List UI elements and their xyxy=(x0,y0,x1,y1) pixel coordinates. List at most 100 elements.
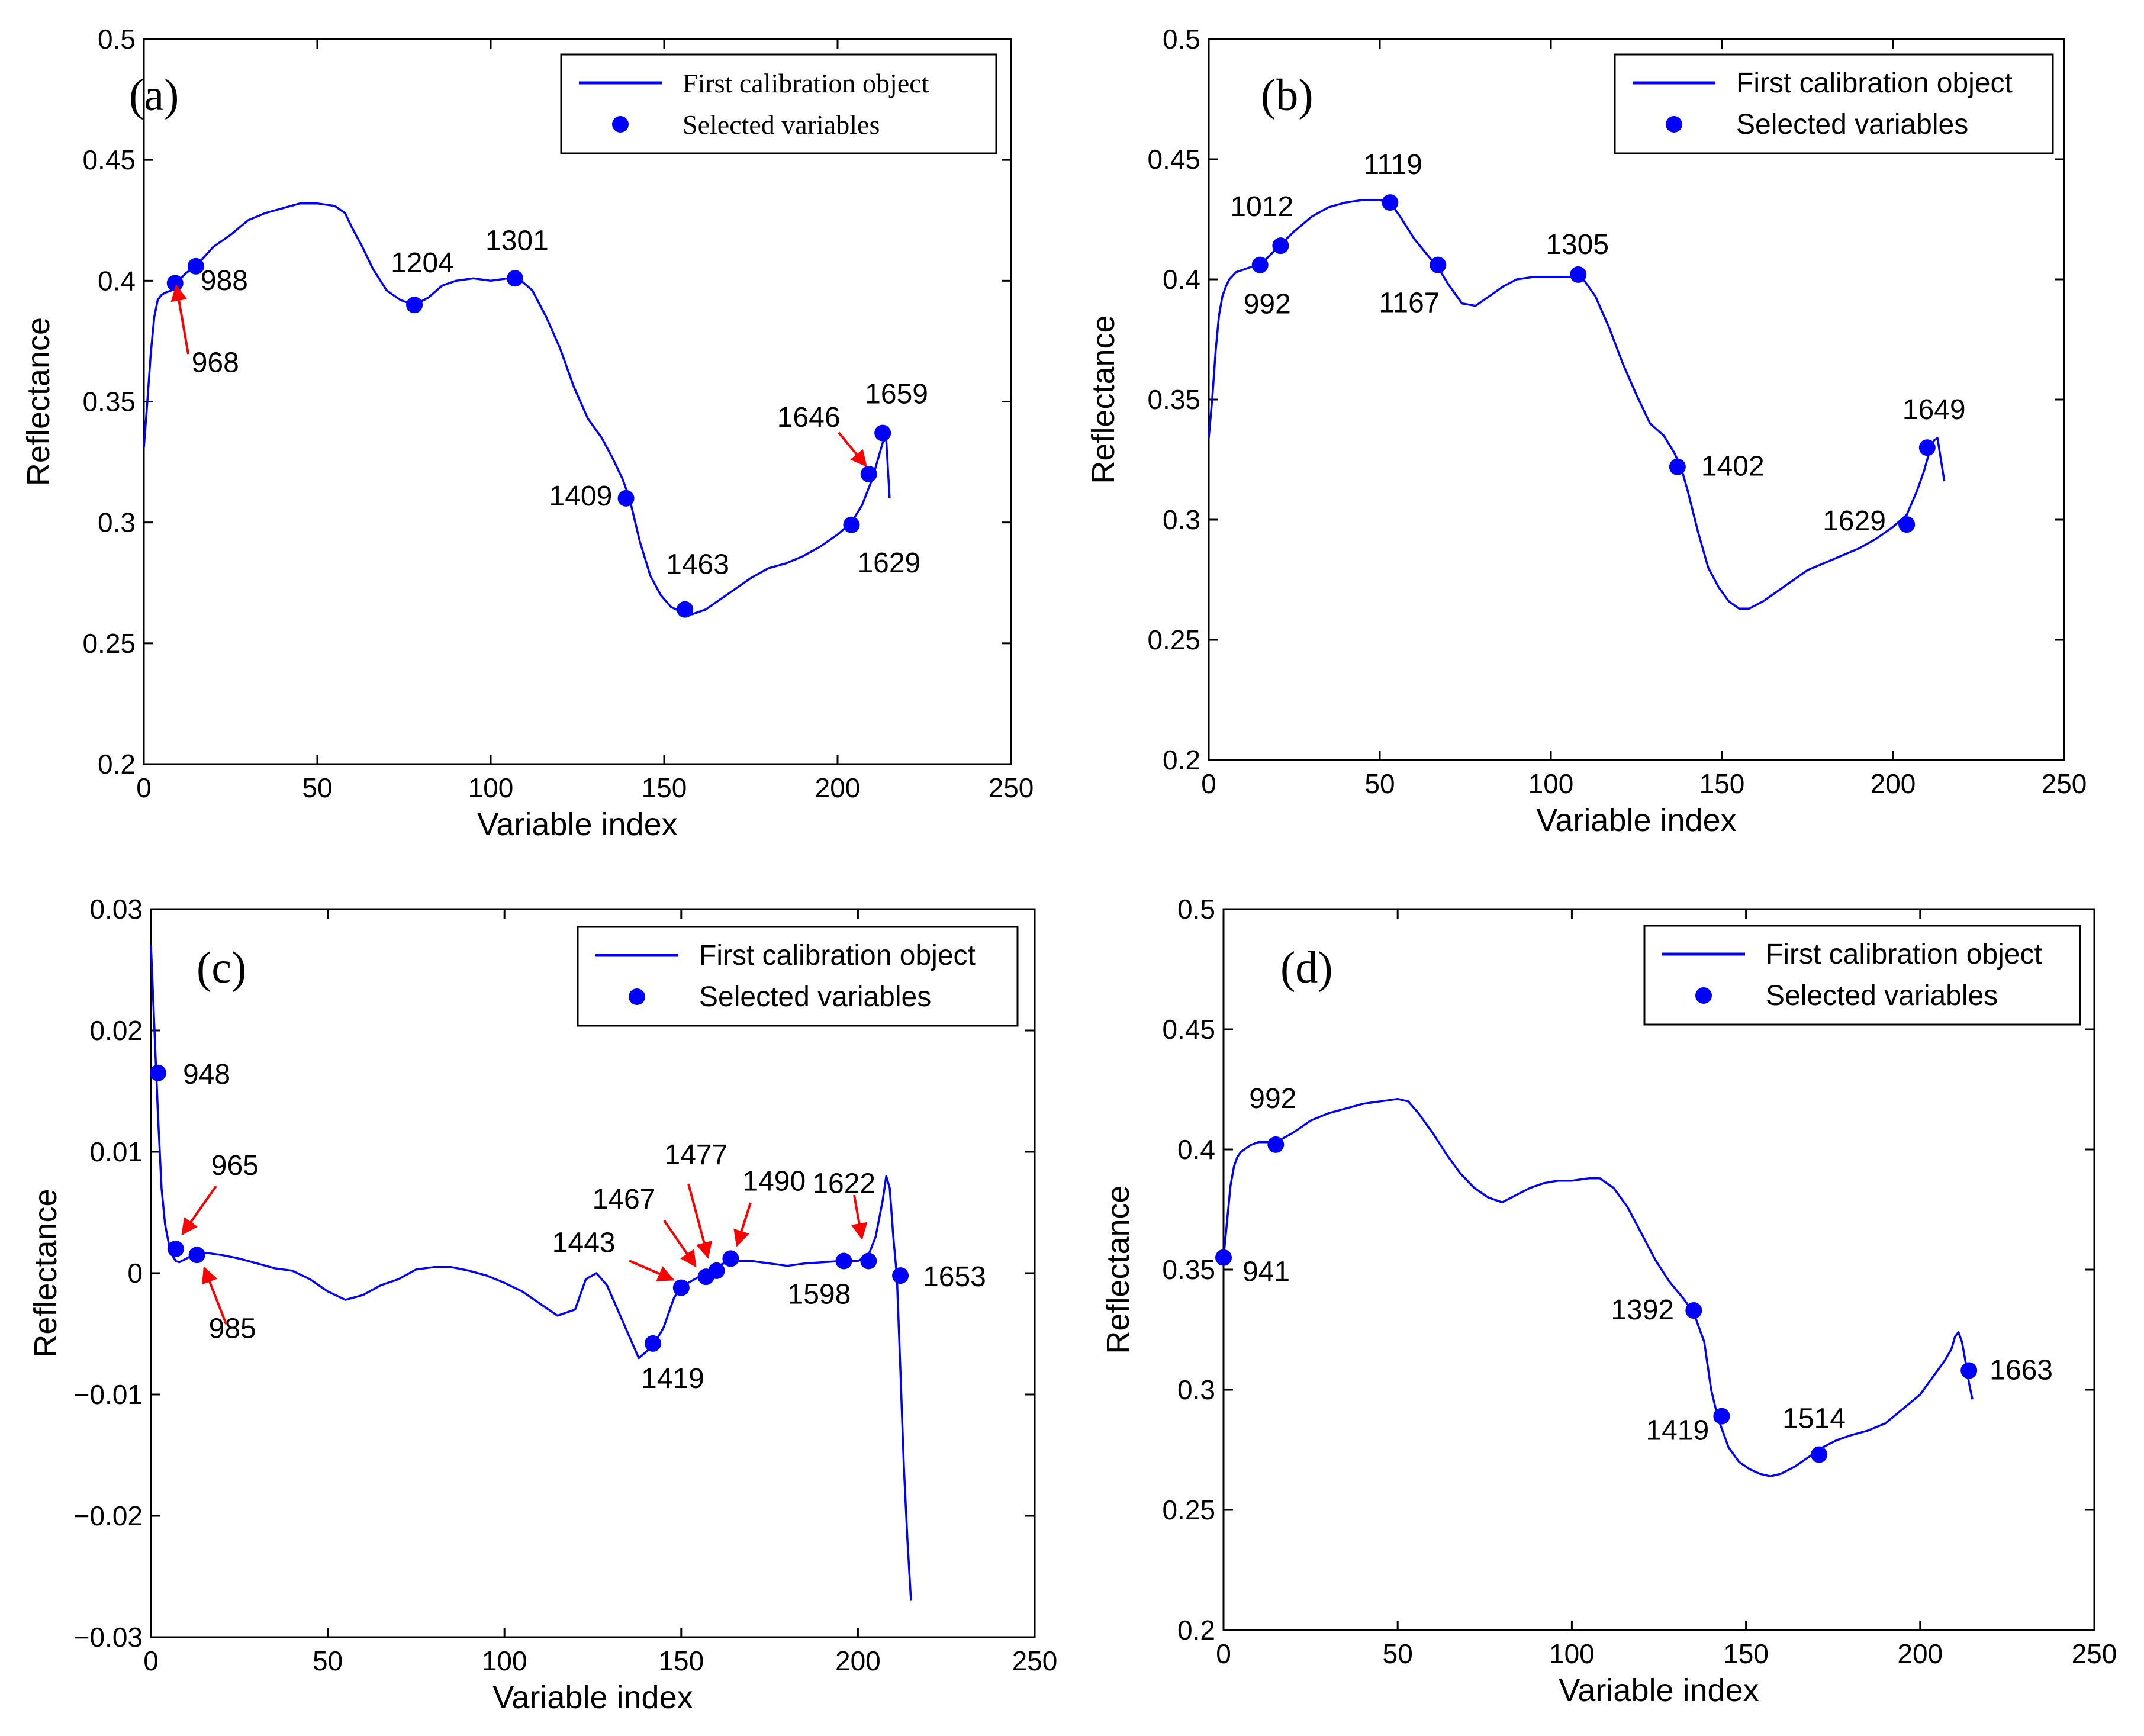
point-label: 1463 xyxy=(666,549,729,581)
x-tick-label: 150 xyxy=(1699,768,1745,799)
x-tick-label: 0 xyxy=(143,1645,159,1676)
y-tick-label: 0.3 xyxy=(1163,504,1200,535)
y-tick-label: −0.03 xyxy=(74,1622,143,1653)
selected-point xyxy=(1669,458,1686,475)
selected-point xyxy=(187,257,204,275)
annotation-arrow xyxy=(181,1185,217,1236)
panel-letter: (a) xyxy=(129,70,179,120)
legend-line-label: First calibration object xyxy=(1736,67,2013,99)
selected-point xyxy=(677,601,694,618)
point-label: 948 xyxy=(183,1059,230,1090)
x-tick-label: 50 xyxy=(302,772,332,803)
legend-marker-swatch xyxy=(1695,987,1712,1004)
y-tick-label: 0.35 xyxy=(1162,1254,1215,1285)
x-tick-label: 250 xyxy=(2072,1638,2117,1669)
selected-point xyxy=(406,297,423,314)
y-tick-label: 0.5 xyxy=(1177,894,1215,925)
legend-marker-label: Selected variables xyxy=(1766,980,1998,1012)
selected-point xyxy=(1570,266,1587,283)
y-tick-label: 0.4 xyxy=(98,265,136,296)
selected-point xyxy=(708,1262,725,1279)
selected-point xyxy=(860,466,877,482)
point-label: 1659 xyxy=(865,379,928,410)
point-label: 1629 xyxy=(1823,505,1886,537)
x-tick-label: 50 xyxy=(1383,1638,1413,1669)
x-axis-title: Variable index xyxy=(477,807,677,842)
legend-marker-label: Selected variables xyxy=(683,109,880,140)
selected-point xyxy=(645,1335,662,1352)
annotation-arrow xyxy=(629,1260,675,1281)
point-label: 1477 xyxy=(665,1139,728,1171)
point-label: 1305 xyxy=(1546,229,1609,260)
y-tick-label: 0.25 xyxy=(82,628,136,659)
selected-point xyxy=(835,1252,852,1270)
x-axis-title: Variable index xyxy=(1559,1673,1759,1708)
y-tick-label: −0.02 xyxy=(74,1500,143,1531)
annotation-arrow xyxy=(851,1194,868,1240)
selected-point xyxy=(1898,516,1916,533)
legend-box xyxy=(577,926,1019,1027)
selected-point xyxy=(149,1064,166,1081)
selected-point xyxy=(188,1247,205,1264)
selected-point xyxy=(167,1241,184,1257)
x-tick-label: 0 xyxy=(136,772,152,803)
chart-panel-4: 0 50 100 150 200 250 0.2 0.25 0.3 0.35 0.4 0.45 0.5 V… xyxy=(1100,894,2117,1708)
y-tick-label: 0.02 xyxy=(89,1015,143,1046)
x-tick-label: 250 xyxy=(989,772,1034,803)
point-label: 1467 xyxy=(593,1184,656,1215)
x-tick-label: 250 xyxy=(1012,1645,1058,1676)
selected-point xyxy=(672,1279,690,1296)
point-label: 1119 xyxy=(1363,149,1422,181)
point-label: 1490 xyxy=(742,1165,806,1197)
x-tick-label: 150 xyxy=(1723,1638,1769,1669)
y-tick-label: 0.01 xyxy=(89,1136,143,1167)
x-tick-label: 200 xyxy=(835,1645,881,1676)
legend-marker-swatch xyxy=(612,116,629,133)
annotation-arrow xyxy=(663,1219,697,1268)
y-tick-label: 0 xyxy=(127,1258,143,1289)
selected-point xyxy=(1251,256,1269,273)
x-tick-label: 250 xyxy=(2042,768,2087,799)
x-tick-label: 100 xyxy=(1528,768,1574,799)
legend-box xyxy=(1614,53,2054,154)
y-tick-label: 0.45 xyxy=(1147,144,1200,175)
panel-letter: (c) xyxy=(197,943,246,993)
x-axis-title: Variable index xyxy=(1536,803,1736,838)
point-label: 985 xyxy=(209,1313,256,1344)
selected-point xyxy=(722,1250,739,1267)
y-tick-label: 0.25 xyxy=(1162,1495,1215,1525)
chart-panel-2: 0 50 100 150 200 250 0.2 0.25 0.3 0.35 0.4 0.45 0.5 V… xyxy=(1086,24,2087,838)
point-label: 1419 xyxy=(1646,1415,1709,1447)
y-axis-title: Reflectance xyxy=(28,1189,63,1357)
x-tick-label: 100 xyxy=(482,1645,527,1676)
selected-point xyxy=(892,1267,909,1284)
annotation-arrow xyxy=(202,1266,227,1325)
y-tick-label: 0.4 xyxy=(1163,264,1200,295)
x-axis-title: Variable index xyxy=(492,1680,693,1715)
selected-point xyxy=(1960,1362,1978,1379)
x-tick-label: 100 xyxy=(468,772,514,803)
legend-marker-label: Selected variables xyxy=(1736,109,1968,140)
selected-point xyxy=(874,424,891,442)
point-label: 992 xyxy=(1249,1083,1296,1115)
y-tick-label: 0.2 xyxy=(98,749,136,780)
point-label: 1419 xyxy=(641,1363,704,1394)
selected-point xyxy=(1215,1249,1232,1266)
x-tick-label: 200 xyxy=(1871,768,1916,799)
x-tick-label: 200 xyxy=(815,772,861,803)
annotation-arrow xyxy=(838,431,867,468)
y-tick-label: 0.35 xyxy=(1147,384,1200,415)
legend-marker-label: Selected variables xyxy=(699,981,931,1013)
annotation-arrow xyxy=(687,1183,713,1259)
x-tick-label: 50 xyxy=(1364,768,1395,799)
point-label: 968 xyxy=(192,347,239,378)
y-tick-label: 0.03 xyxy=(89,894,143,925)
y-axis-title: Reflectance xyxy=(1100,1185,1136,1354)
selected-point xyxy=(1272,237,1289,255)
x-tick-label: 0 xyxy=(1216,1638,1231,1669)
legend-marker-swatch xyxy=(1666,116,1682,133)
chart-panel-3: 0 50 100 150 200 250 −0.03 −0.02 −0.01 0 0.01 0.02 0… xyxy=(28,894,1057,1715)
point-label: 988 xyxy=(201,265,248,297)
panel-letter: (d) xyxy=(1280,943,1333,993)
